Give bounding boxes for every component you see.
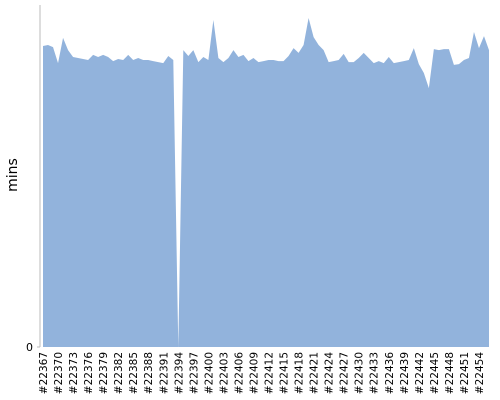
x-tick-label: #22379 [98,352,110,394]
x-tick-label: #22367 [38,352,50,394]
x-tick-label: #22409 [248,352,260,394]
y-tick-label: 0 [26,341,33,354]
x-tick-label: #22373 [68,352,80,394]
x-tick-label: #22427 [339,352,351,394]
x-tick-label: #22418 [294,352,306,394]
x-tick-label: #22397 [188,352,200,394]
x-tick-label: #22415 [279,352,291,394]
x-tick-label: #22400 [203,352,215,394]
x-tick-label: #22424 [324,352,336,395]
x-tick-label: #22436 [384,352,396,395]
x-tick-label: #22442 [414,352,426,394]
area [43,17,489,347]
x-tick-label: #22406 [233,352,245,395]
x-tick-label: #22382 [113,352,125,394]
x-tick-label: #22412 [264,352,276,394]
y-axis-label: mins [5,158,21,192]
x-tick-label: #22433 [369,352,381,394]
x-tick-label: #22454 [474,352,486,395]
x-tick-label: #22385 [128,352,140,394]
x-tick-label: #22391 [158,352,170,394]
x-tick-label: #22448 [444,352,456,394]
x-tick-label: #22388 [143,352,155,394]
x-tick-label: #22439 [399,352,411,394]
x-tick-label: #22445 [429,352,441,394]
x-tick-label: #22403 [218,352,230,394]
x-tick-label: #22430 [354,352,366,394]
x-tick-label: #22421 [309,352,321,394]
x-tick-label: #22451 [459,352,471,394]
x-tick-label: #22394 [173,352,185,395]
x-tick-label: #22370 [53,352,65,394]
x-tick-label: #22376 [83,352,95,395]
